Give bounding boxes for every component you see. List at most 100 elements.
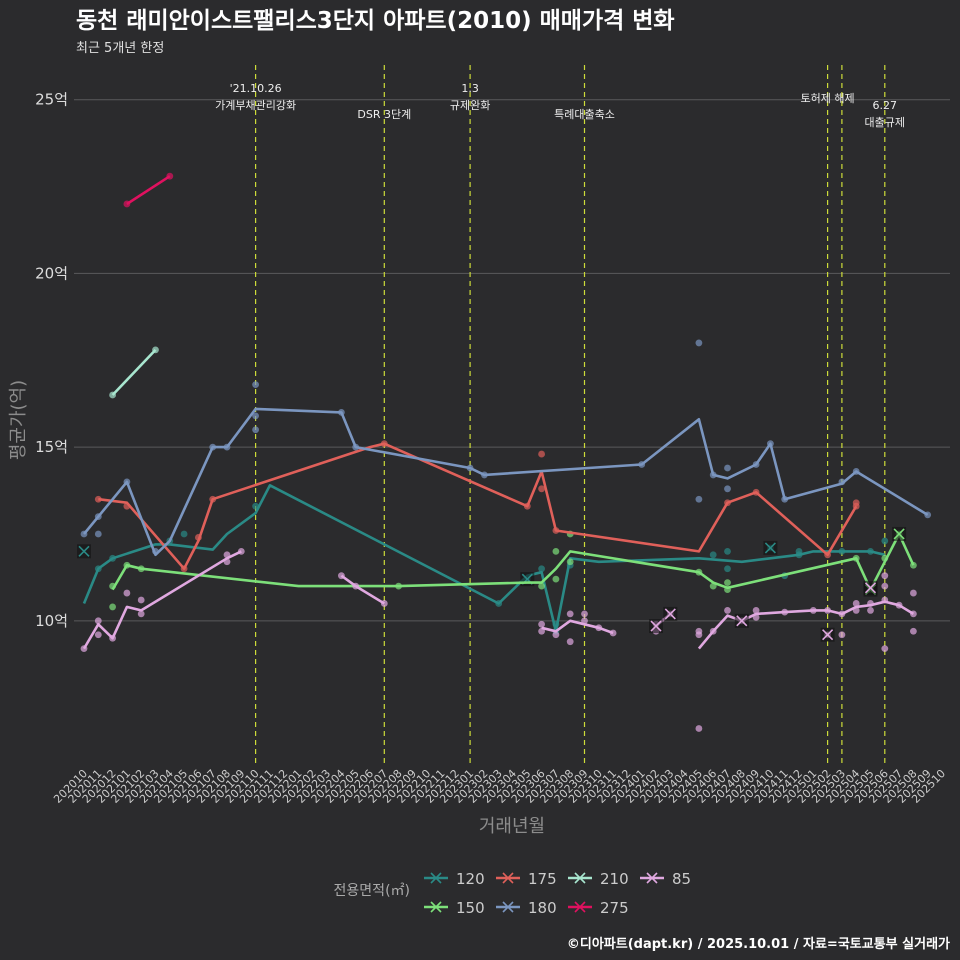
data-point [566, 610, 574, 618]
data-point [137, 596, 145, 604]
event-label: 토허제 해제 [801, 91, 855, 105]
data-point [881, 582, 889, 590]
y-tick-label: 10억 [35, 612, 68, 630]
data-point [724, 565, 731, 573]
chart-subtitle: 최근 5개년 한정 [76, 41, 164, 56]
legend-swatch-x [646, 872, 658, 884]
x-axis: 2020102020112020122021012021022021032021… [51, 767, 948, 806]
data-point [852, 600, 860, 607]
x-axis-title: 거래년월 [479, 816, 545, 837]
data-point [709, 551, 717, 559]
data-point [724, 485, 731, 493]
data-point [724, 607, 731, 614]
y-tick-label: 25억 [35, 91, 68, 109]
legend-swatch-x [430, 872, 442, 884]
event-label: 가계부채관리강화 [215, 99, 296, 112]
data-point [910, 589, 917, 597]
data-point [538, 485, 545, 493]
data-point [94, 617, 102, 625]
data-point [881, 572, 889, 580]
data-point [695, 495, 703, 503]
legend-label: 180 [528, 899, 557, 917]
legend-label: 85 [672, 870, 691, 888]
series-line [82, 550, 242, 650]
data-point [838, 631, 846, 639]
event-label: DSR 3단계 [357, 108, 411, 121]
cross-marker [864, 582, 877, 594]
event-label: 특례대출축소 [554, 108, 615, 121]
data-point [881, 537, 889, 545]
y-axis: 10억 15억 20억 25억 [35, 91, 68, 630]
data-point [852, 499, 860, 507]
series-180 [80, 339, 932, 557]
data-point [752, 607, 760, 614]
data-point [94, 530, 102, 538]
cross-marker [893, 528, 905, 540]
data-point [552, 575, 560, 583]
legend: 전용면적(㎡) 120 150 175 180 210 275 85 [334, 870, 692, 917]
data-point [724, 547, 731, 555]
data-point [109, 603, 116, 611]
series-85 [80, 547, 917, 732]
legend-swatch-x [502, 872, 514, 884]
series-line [697, 600, 915, 650]
series-210 [109, 346, 159, 399]
series-group [77, 172, 932, 732]
data-point [566, 558, 574, 566]
series-line [98, 442, 858, 570]
legend-label: 120 [456, 870, 485, 888]
data-point [881, 645, 889, 653]
y-tick-label: 15억 [35, 438, 68, 456]
legend-swatch-x [430, 901, 442, 913]
data-point [695, 725, 703, 732]
series-line [82, 407, 929, 557]
data-point [538, 565, 545, 573]
legend-label: 210 [600, 870, 629, 888]
series-line [111, 349, 157, 396]
legend-title: 전용면적(㎡) [334, 883, 410, 899]
data-point [910, 627, 917, 635]
cross-marker [764, 542, 776, 554]
event-label: 1.3 [461, 82, 479, 95]
chart-title: 동천 래미안이스트팰리스3단지 아파트(2010) 매매가격 변화 [76, 8, 675, 34]
legend-label: 150 [456, 899, 485, 917]
legend-label: 275 [600, 899, 629, 917]
series-line [126, 175, 171, 206]
data-point [552, 547, 560, 555]
event-label: '21.10.26 [230, 82, 282, 95]
series-line [111, 532, 915, 591]
data-point [137, 610, 145, 618]
y-tick-label: 20억 [35, 264, 68, 282]
data-point [724, 464, 731, 472]
legend-label: 175 [528, 870, 557, 888]
footer-credit: ©디아파트(dapt.kr) / 2025.10.01 / 자료=국토교통부 실… [567, 936, 950, 952]
data-point [538, 620, 545, 628]
cross-marker [650, 620, 662, 632]
cross-marker [78, 545, 90, 557]
series-175 [94, 440, 860, 573]
series-line [340, 574, 385, 605]
event-label: 6.27 [873, 99, 898, 112]
data-point [724, 579, 731, 587]
data-point [566, 638, 574, 646]
cross-marker [736, 615, 748, 627]
data-point [695, 339, 703, 347]
data-point [252, 381, 259, 389]
series-275 [123, 172, 174, 208]
data-point [123, 589, 131, 597]
data-point [94, 631, 102, 639]
data-point [180, 530, 188, 538]
legend-swatch-x [502, 901, 514, 913]
cross-marker [822, 629, 834, 641]
event-label: 규제완화 [450, 99, 490, 112]
data-point [552, 631, 560, 639]
cross-marker [664, 608, 676, 620]
legend-swatch-x [574, 872, 586, 884]
data-point [581, 610, 588, 618]
y-axis-title: 평균가(억) [8, 380, 29, 460]
data-point [252, 412, 259, 420]
data-point [581, 617, 588, 625]
event-label: 대출규제 [865, 116, 905, 129]
